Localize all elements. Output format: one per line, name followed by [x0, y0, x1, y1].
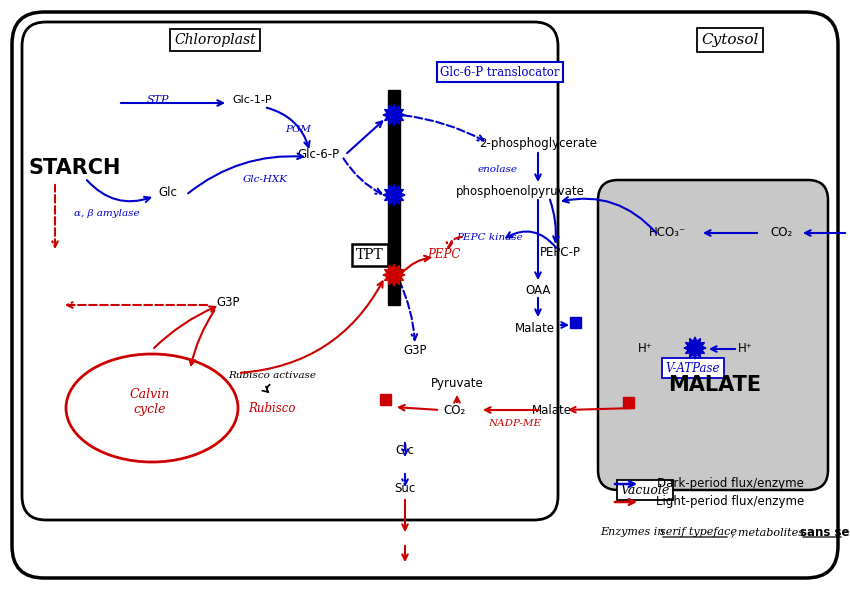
Text: TPT: TPT [356, 248, 384, 262]
Text: G3P: G3P [403, 343, 427, 356]
Circle shape [387, 188, 401, 202]
Text: STARCH: STARCH [29, 158, 122, 178]
Text: Pyruvate: Pyruvate [431, 376, 484, 389]
Text: PEPC-P: PEPC-P [540, 247, 581, 260]
Text: PEPC kinase: PEPC kinase [456, 234, 524, 242]
Text: Rubisco: Rubisco [248, 402, 296, 415]
FancyBboxPatch shape [22, 22, 558, 520]
Bar [570, 317, 581, 328]
Bar [388, 90, 400, 305]
Text: Glc-6-P: Glc-6-P [297, 149, 339, 162]
Circle shape [688, 341, 702, 355]
Text: STP: STP [147, 95, 169, 105]
Text: Glc-6-P translocator: Glc-6-P translocator [440, 65, 560, 78]
Text: sans serif: sans serif [800, 526, 850, 539]
Text: Glc-1-P: Glc-1-P [232, 95, 272, 105]
Text: Glc: Glc [395, 444, 415, 457]
Text: OAA: OAA [525, 284, 551, 297]
Text: Malate: Malate [515, 322, 555, 335]
Text: MALATE: MALATE [668, 375, 762, 395]
Polygon shape [383, 264, 405, 286]
Polygon shape [383, 184, 405, 206]
Text: H⁺: H⁺ [738, 342, 752, 355]
Circle shape [387, 108, 401, 122]
Text: 2-phosphoglycerate: 2-phosphoglycerate [479, 136, 597, 149]
Text: Calvin
cycle: Calvin cycle [130, 388, 170, 416]
Text: H⁺: H⁺ [638, 342, 653, 355]
Circle shape [387, 268, 401, 282]
Text: Malate: Malate [532, 404, 572, 417]
FancyBboxPatch shape [12, 12, 838, 578]
Text: CO₂: CO₂ [771, 225, 793, 238]
Text: Dark-period flux/enzyme: Dark-period flux/enzyme [656, 477, 803, 490]
Text: Suc: Suc [394, 481, 416, 494]
Text: Glc-HXK: Glc-HXK [242, 175, 287, 185]
Text: enolase: enolase [478, 166, 518, 175]
Text: PGM: PGM [285, 126, 311, 135]
Bar [623, 397, 634, 408]
Text: G3P: G3P [216, 296, 240, 309]
Text: Rubisco activase: Rubisco activase [228, 371, 316, 379]
Text: Cytosol: Cytosol [701, 33, 759, 47]
Text: HCO₃⁻: HCO₃⁻ [649, 225, 687, 238]
Text: V-ATPase: V-ATPase [666, 362, 720, 375]
Text: phosphoenolpyruvate: phosphoenolpyruvate [456, 185, 585, 198]
Text: PEPC: PEPC [428, 248, 461, 261]
Text: CO₂: CO₂ [444, 404, 466, 417]
Text: Enzymes in: Enzymes in [600, 527, 668, 537]
Text: Vacuole: Vacuole [620, 483, 670, 497]
Bar [380, 394, 391, 405]
Text: Chloroplast: Chloroplast [174, 33, 256, 47]
Text: Light-period flux/enzyme: Light-period flux/enzyme [656, 496, 804, 509]
Text: α, β amylase: α, β amylase [74, 208, 139, 218]
FancyBboxPatch shape [598, 180, 828, 490]
Text: serif typeface: serif typeface [660, 527, 737, 537]
Text: Glc: Glc [159, 186, 178, 199]
Text: NADP-ME: NADP-ME [489, 418, 541, 428]
Polygon shape [684, 337, 706, 359]
Ellipse shape [66, 354, 238, 462]
Text: , metabolites: , metabolites [731, 527, 808, 537]
Polygon shape [383, 104, 405, 126]
